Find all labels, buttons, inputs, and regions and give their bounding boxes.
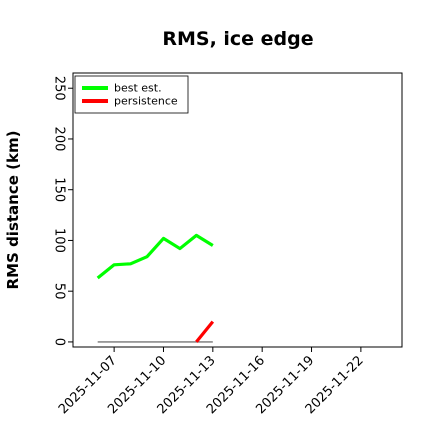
y-tick-label: 200 (51, 127, 66, 152)
series-line-persistence (195, 320, 215, 343)
y-tick-label: 150 (51, 177, 66, 202)
legend-label-persistence: persistence (114, 95, 178, 108)
y-tick-label: 50 (51, 283, 66, 300)
legend-box (74, 75, 189, 114)
y-tick-label: 0 (51, 338, 66, 346)
y-axis-ticks: 0 50 100 150 200 250 (51, 76, 73, 346)
legend-label-best-est: best est. (114, 82, 162, 95)
y-tick-label: 100 (51, 228, 66, 253)
legend: best est. persistence (74, 75, 189, 114)
y-tick-label: 250 (51, 76, 66, 101)
x-axis-ticks: 2025-11-072025-11-102025-11-132025-11-16… (56, 347, 367, 417)
y-axis-label: RMS distance (km) (4, 131, 22, 290)
series-line-best-est (96, 233, 214, 280)
plot-area (72, 72, 403, 348)
chart-marks (96, 233, 215, 343)
chart-title: RMS, ice edge (162, 28, 313, 50)
